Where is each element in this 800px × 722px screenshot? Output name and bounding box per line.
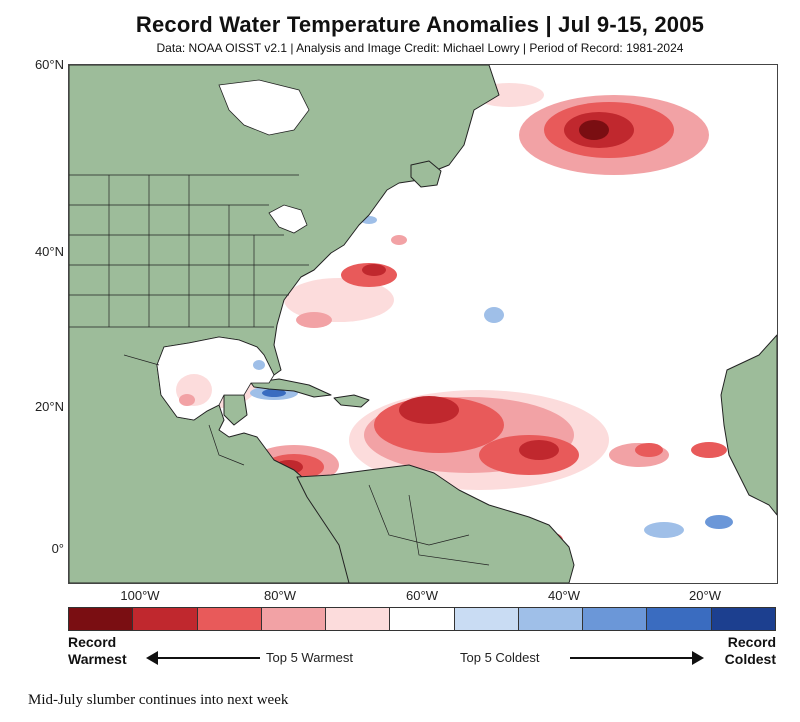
- iceland: [589, 71, 634, 91]
- warm-patch-us-east-coast: [284, 278, 394, 322]
- warm-arrow-line: [156, 657, 260, 659]
- cuba: [250, 378, 332, 398]
- legend-swatch: [261, 608, 327, 630]
- legend-record-warmest-line2: Warmest: [68, 651, 127, 667]
- legend-swatch: [197, 608, 262, 630]
- lat-label-equator: 0°: [51, 541, 64, 556]
- political-borders: [69, 174, 490, 566]
- legend-colorbar: [68, 607, 776, 631]
- gulf-anomaly-overlay: [176, 360, 265, 406]
- south-america: [296, 464, 575, 583]
- legend-record-coldest-line2: Coldest: [724, 651, 776, 667]
- lon-label-60w: 60°W: [406, 588, 438, 603]
- legend-swatch: [647, 608, 712, 630]
- cold-arrow-line: [570, 657, 692, 659]
- legend-swatch: [711, 608, 775, 630]
- legend-record-coldest: Record Coldest: [704, 634, 776, 668]
- map-canvas: [69, 65, 777, 583]
- lat-label-20n: 20°N: [34, 399, 64, 414]
- newfoundland: [410, 160, 442, 188]
- legend-record-warmest-line1: Record: [68, 634, 117, 650]
- land-masses: [69, 65, 777, 583]
- anomaly-map: [68, 64, 778, 584]
- warm-arrow-head-icon: [146, 651, 158, 665]
- hudson-bay: [218, 79, 310, 136]
- legend-swatch: [454, 608, 519, 630]
- figure-caption: Mid-July slumber continues into next wee…: [28, 692, 289, 708]
- legend-top5-warmest: Top 5 Warmest: [266, 650, 353, 665]
- hispaniola: [333, 394, 370, 408]
- legend-swatch: [583, 608, 648, 630]
- africa: [720, 334, 777, 516]
- great-lakes: [268, 204, 308, 234]
- yucatan: [223, 394, 248, 426]
- lon-label-20w: 20°W: [689, 588, 721, 603]
- legend-record-coldest-line1: Record: [727, 634, 776, 650]
- lon-label-40w: 40°W: [548, 588, 580, 603]
- cold-arrow-head-icon: [692, 651, 704, 665]
- legend-swatch: [518, 608, 584, 630]
- legend-top5-coldest: Top 5 Coldest: [460, 650, 540, 665]
- legend-swatch: [133, 608, 198, 630]
- legend-swatch: [69, 608, 134, 630]
- lon-label-100w: 100°W: [120, 588, 160, 603]
- chart-subtitle: Data: NOAA OISST v2.1 | Analysis and Ima…: [156, 41, 684, 55]
- legend-swatch: [326, 608, 391, 630]
- chart-title: Record Water Temperature Anomalies | Jul…: [135, 12, 705, 37]
- lat-label-60n: 60°N: [34, 57, 64, 72]
- legend-record-warmest: Record Warmest: [68, 634, 127, 668]
- legend-swatch: [390, 608, 455, 630]
- lat-label-40n: 40°N: [34, 244, 64, 259]
- lon-label-80w: 80°W: [264, 588, 296, 603]
